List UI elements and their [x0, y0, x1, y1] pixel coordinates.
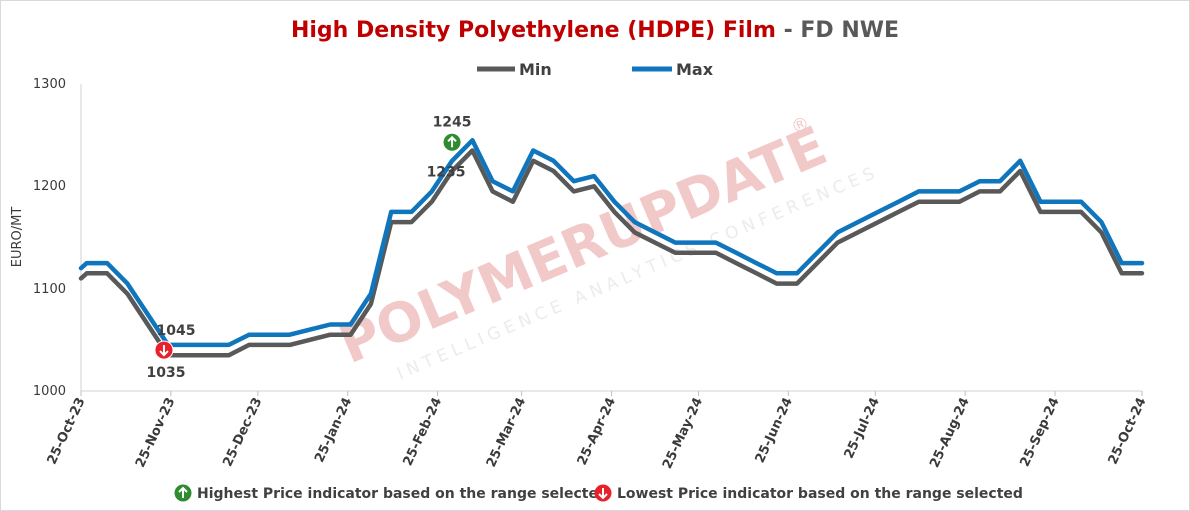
footer-highest: Highest Price indicator based on the ran… [174, 484, 608, 502]
series-line-min [78, 148, 1145, 358]
footer-legend: Highest Price indicator based on the ran… [174, 484, 1023, 502]
x-tick-label: 25-Mar-24 [484, 395, 529, 469]
down-arrow-glyph [159, 345, 169, 357]
x-tick-label: 25-Dec-23 [220, 395, 265, 469]
footer-lowest-label: Lowest Price indicator based on the rang… [617, 486, 1023, 502]
footer-highest-label: Highest Price indicator based on the ran… [197, 486, 608, 502]
y-axis-label: EURO/MT [10, 207, 25, 268]
annotation-min-label: 1035 [146, 365, 185, 381]
y-ticks: 1000 1100 1200 1300 [33, 77, 66, 399]
footer-lowest: Lowest Price indicator based on the rang… [594, 484, 1023, 502]
series-layer [78, 138, 1145, 358]
x-tick-label: 25-May-24 [660, 395, 706, 471]
annotation-max-label: 1245 [433, 114, 472, 130]
annotation-highest: 1245 1235 [427, 114, 472, 180]
legend-label-min: Min [519, 60, 552, 79]
annotation-lowest: 1035 1045 [146, 323, 195, 381]
watermark: POLYMERUPDATE INTELLIGENCE ANALYTICS CON… [330, 112, 882, 384]
y-tick-label: 1100 [33, 282, 66, 297]
annotations-layer: 1245 1235 1035 1045 [146, 114, 471, 381]
x-ticks: 25-Oct-23 25-Nov-23 25-Dec-23 25-Jan-24 25-F… [45, 391, 1150, 471]
x-tick-label: 25-Jun-24 [753, 395, 796, 465]
x-tick-label: 25-Jul-24 [842, 395, 883, 461]
chart-title-main: High Density Polyethylene (HDPE) Film [290, 18, 776, 43]
watermark-brand: POLYMERUPDATE [330, 114, 835, 376]
x-tick-label: 25-Jan-24 [312, 395, 355, 465]
x-tick-label: 25-Aug-24 [927, 395, 973, 470]
x-tick-label: 25-Apr-24 [575, 395, 619, 467]
legend-label-max: Max [676, 60, 714, 79]
y-tick-label: 1000 [33, 384, 66, 399]
down-arrow-glyph [598, 488, 608, 500]
up-arrow-glyph [178, 486, 188, 498]
series-line-max [78, 138, 1145, 348]
annotation-max-label: 1045 [156, 323, 195, 339]
chart-subtitle: FD NWE [800, 18, 900, 43]
y-tick-label: 1200 [33, 179, 66, 194]
annotation-min-label: 1235 [427, 165, 466, 181]
x-tick-label: 25-Sep-24 [1018, 395, 1063, 469]
x-tick-label: 25-Feb-24 [401, 395, 446, 468]
up-arrow-glyph [447, 135, 457, 148]
x-tick-label: 25-Oct-23 [45, 395, 89, 467]
chart-title-separator: - [783, 18, 793, 43]
x-tick-label: 25-Oct-24 [1106, 395, 1150, 467]
x-tick-label: 25-Nov-23 [133, 395, 178, 470]
chart-title: High Density Polyethylene (HDPE) Film - … [0, 18, 1190, 43]
y-tick-label: 1300 [33, 77, 66, 92]
legend: Min Max [477, 60, 714, 79]
